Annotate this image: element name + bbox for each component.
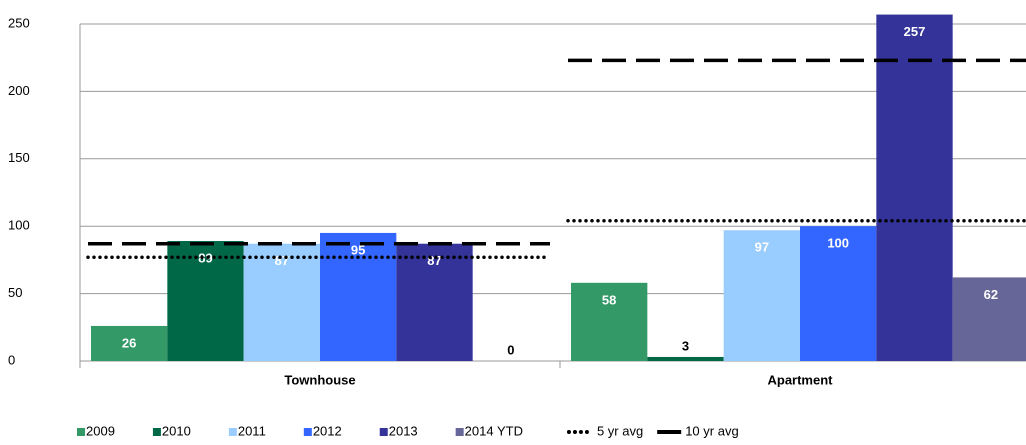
legend-label: 2011 <box>238 423 266 438</box>
data-label: 95 <box>351 242 365 257</box>
data-label: 87 <box>427 253 441 268</box>
legend-swatch <box>77 428 85 436</box>
data-label: 89 <box>198 250 212 265</box>
y-tick-label: 250 <box>8 15 30 30</box>
legend-swatch <box>228 428 237 436</box>
bar <box>396 243 473 361</box>
bar <box>876 14 953 362</box>
bar <box>952 277 1026 361</box>
y-tick-label: 0 <box>8 352 15 367</box>
data-label: 0 <box>507 342 514 357</box>
data-label: 100 <box>827 236 849 251</box>
bar <box>91 325 168 361</box>
y-tick-label: 150 <box>8 150 30 165</box>
legend-label: 2010 <box>162 423 191 438</box>
data-label: 62 <box>984 287 998 302</box>
y-tick-label: 200 <box>8 83 30 98</box>
legend-label: 2012 <box>313 423 342 438</box>
bar <box>243 243 320 361</box>
data-label: 257 <box>904 24 926 39</box>
bar <box>647 356 724 361</box>
data-label: 87 <box>275 253 289 268</box>
bar <box>320 232 397 361</box>
bar <box>571 282 648 361</box>
legend-label: 5 yr avg <box>597 423 643 438</box>
data-label: 58 <box>602 292 616 307</box>
data-label: 3 <box>682 338 689 353</box>
legend-swatch <box>303 428 312 436</box>
data-label: 97 <box>755 240 769 255</box>
legend-swatch <box>152 428 161 436</box>
bar <box>723 230 800 361</box>
y-tick-label: 50 <box>8 285 22 300</box>
legend-label: 2013 <box>389 423 418 438</box>
legend-swatch <box>455 428 464 436</box>
legend-label: 10 yr avg <box>685 423 738 438</box>
legend-label: 2009 <box>86 423 115 438</box>
legend-label: 2014 YTD <box>465 423 523 438</box>
y-tick-label: 100 <box>8 218 30 233</box>
bar <box>167 241 244 361</box>
x-tick-label: Townhouse <box>284 372 355 387</box>
legend-swatch <box>379 428 388 436</box>
bar <box>800 226 877 361</box>
x-tick-label: Apartment <box>767 372 833 387</box>
data-label: 26 <box>122 335 136 350</box>
